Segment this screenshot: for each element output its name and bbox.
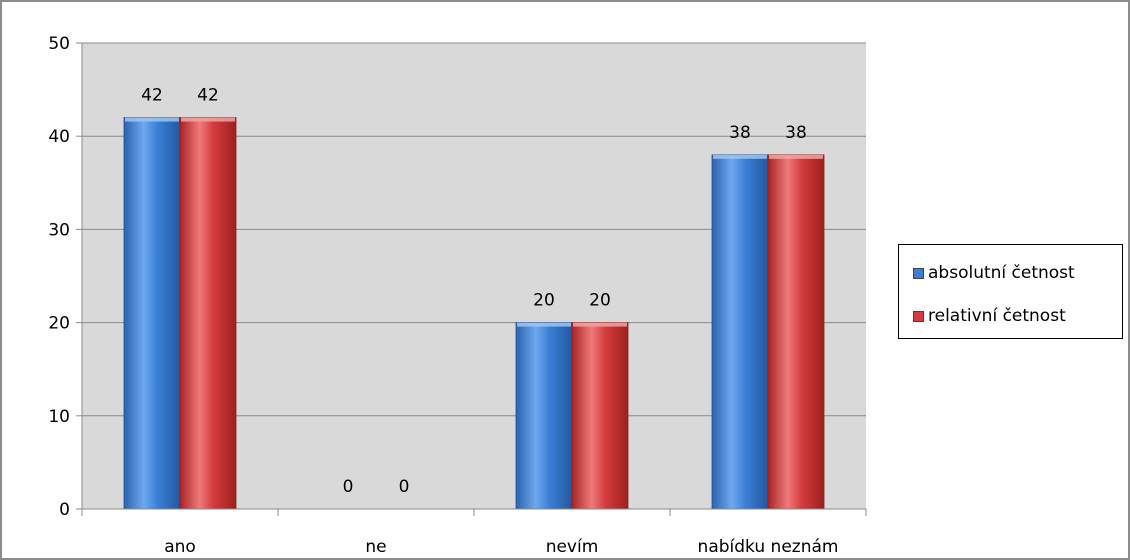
labels: 0 10 20 30 40 50 ano 42 42 ne 0 0 nevím 20 20 nabídku n… [48,34,838,557]
legend: absolutní četnost relativní četnost [898,244,1123,339]
y-tick-label: 0 [59,500,70,520]
y-tick-label: 20 [48,314,70,334]
data-label: 42 [141,86,163,106]
bar-absolute [515,322,573,510]
data-label: 38 [785,123,807,143]
bar-relative [767,154,825,510]
legend-swatch-absolute [913,267,924,279]
bar-absolute [711,154,769,510]
bar-top-highlight [769,154,823,159]
x-tick-label: ne [365,537,386,557]
legend-item-absolute: absolutní četnost [913,263,1075,283]
bars [123,117,825,510]
bar-top-highlight [573,322,627,327]
data-label: 38 [729,123,751,143]
y-tick-label: 10 [48,407,70,427]
data-label: 0 [343,477,354,497]
data-label: 20 [589,291,611,311]
data-label: 0 [399,477,410,497]
y-tick-label: 40 [48,127,70,147]
legend-item-relative: relativní četnost [913,306,1066,326]
legend-label-absolute: absolutní četnost [928,263,1075,283]
data-label: 42 [197,86,219,106]
bar-relative [571,322,629,510]
bar-top-highlight [125,117,179,122]
legend-label-relative: relativní četnost [928,306,1066,326]
bar-relative [179,117,237,510]
bar-absolute [123,117,181,510]
legend-swatch-relative [913,310,924,322]
y-tick-label: 50 [48,34,70,54]
x-tick-label: nevím [546,537,599,557]
y-tick-label: 30 [48,220,70,240]
bar-top-highlight [181,117,235,122]
axes [76,42,867,516]
bar-top-highlight [517,322,571,327]
data-label: 20 [533,291,555,311]
x-tick-label: nabídku neznám [698,537,839,557]
bar-top-highlight [713,154,767,159]
x-tick-label: ano [164,537,196,557]
